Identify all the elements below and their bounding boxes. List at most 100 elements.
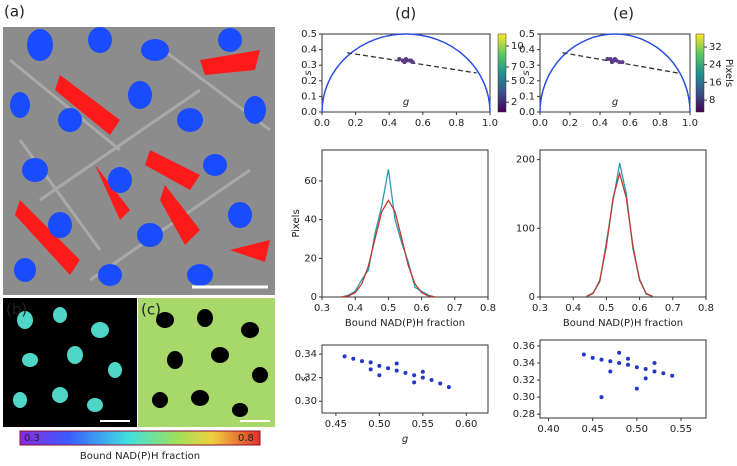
y-tick-label: 0.34: [513, 358, 535, 369]
plot-frame: [321, 149, 489, 298]
x-axis-label: g: [402, 434, 408, 445]
y-tick-label: 0.36: [513, 341, 535, 352]
x-tick-label: 0.2: [562, 118, 578, 129]
panel-label: (a): [4, 3, 25, 21]
x-tick-label: 0.5: [380, 303, 396, 314]
plot-frame: [321, 344, 489, 414]
panel-label: (d): [395, 5, 416, 23]
x-axis-label: Bound NAD(P)H fraction: [563, 318, 683, 329]
plot-frame: [539, 33, 691, 113]
colorbar-label: Pixels: [723, 59, 734, 87]
nad-colorbar: 0.3 0.8 Bound NAD(P)H fraction: [19, 430, 261, 462]
data-point: [590, 355, 595, 360]
data-point: [377, 373, 382, 378]
x-tick-label: 0.8: [652, 118, 668, 129]
x-tick-label: 0.4: [347, 303, 363, 314]
data-point: [652, 361, 657, 366]
x-tick-label: 0.6: [622, 118, 638, 129]
y-tick-label: 0.2: [301, 76, 317, 87]
data-point: [438, 381, 443, 386]
colorbar: [695, 33, 705, 113]
x-tick-label: 1.0: [482, 118, 498, 129]
data-point: [397, 56, 402, 61]
colorbar-tick-label: 5: [511, 76, 517, 87]
x-tick-label: 0.4: [592, 118, 608, 129]
data-point: [351, 356, 356, 361]
x-tick-label: 0.55: [670, 424, 692, 435]
x-tick-label: 0.6: [632, 303, 648, 314]
data-line: [341, 198, 435, 298]
y-tick-label: 0.30: [295, 396, 317, 407]
colorbar-tick-label: 7: [511, 62, 517, 73]
y-tick-label: 0.32: [295, 373, 317, 384]
y-axis-label: s: [521, 70, 532, 75]
panel-label: (b): [6, 301, 27, 319]
x-tick-label: 0.8: [480, 303, 496, 314]
x-tick-label: 0.3: [532, 303, 548, 314]
y-axis-label: s: [299, 376, 310, 381]
data-point: [581, 352, 586, 357]
data-point: [625, 356, 630, 361]
data-point: [599, 395, 604, 400]
panel-label: (c): [141, 301, 161, 319]
data-point: [342, 354, 347, 359]
y-tick-label: 0.32: [513, 375, 535, 386]
colorbar-tick-label: 8: [709, 95, 715, 106]
x-tick-label: 0.6: [415, 118, 431, 129]
data-point: [608, 359, 613, 364]
data-point: [617, 350, 622, 355]
y-axis-label: s: [303, 70, 314, 75]
y-tick-label: 100: [516, 223, 535, 234]
data-point: [412, 373, 417, 378]
y-tick-label: 0.0: [301, 107, 317, 118]
data-point: [368, 360, 373, 365]
colorbar: [497, 33, 507, 113]
data-point: [608, 369, 613, 374]
data-point: [620, 60, 625, 65]
y-tick-label: 0: [311, 292, 317, 303]
y-tick-label: 0.5: [301, 29, 317, 40]
colorbar-min: 0.3: [24, 433, 40, 444]
data-point: [420, 375, 425, 380]
data-point: [652, 369, 657, 374]
data-point: [404, 56, 408, 61]
x-tick-label: 0.0: [532, 118, 548, 129]
x-tick-label: 0.4: [565, 303, 581, 314]
y-tick-label: 20: [304, 253, 317, 264]
x-tick-label: 0.45: [582, 424, 604, 435]
x-axis-label: Bound NAD(P)H fraction: [345, 318, 465, 329]
x-tick-label: 0.3: [314, 303, 330, 314]
data-point: [359, 359, 364, 364]
data-point: [670, 373, 675, 378]
image-b: (b): [3, 298, 137, 427]
data-point: [386, 366, 391, 371]
colorbar-tick-label: 2: [511, 97, 517, 108]
y-tick-label: 0.3: [301, 60, 317, 71]
data-point: [634, 365, 639, 370]
colorbar-tick-label: 32: [709, 42, 722, 53]
data-line: [586, 170, 654, 298]
universal-circle: [539, 33, 691, 113]
y-tick-label: 0.1: [301, 91, 317, 102]
plot-frame: [539, 339, 707, 419]
data-point: [617, 60, 622, 65]
x-tick-label: 0.55: [412, 419, 434, 430]
data-point: [605, 56, 610, 61]
x-tick-label: 0.60: [455, 419, 477, 430]
image-c: (c): [138, 298, 275, 427]
x-tick-label: 0.2: [348, 118, 364, 129]
universal-circle: [321, 33, 491, 113]
data-point: [403, 370, 408, 375]
data-point: [610, 60, 614, 65]
y-tick-label: 0.4: [301, 45, 317, 56]
x-tick-label: 0.50: [626, 424, 648, 435]
x-axis-label: g: [403, 97, 409, 108]
colorbar-tick-label: 10: [511, 41, 524, 52]
x-tick-label: 0.45: [325, 419, 347, 430]
data-point: [608, 56, 613, 61]
data-point: [409, 58, 414, 63]
data-point: [420, 369, 425, 374]
y-tick-label: 0.30: [513, 392, 535, 403]
data-point: [643, 376, 648, 381]
